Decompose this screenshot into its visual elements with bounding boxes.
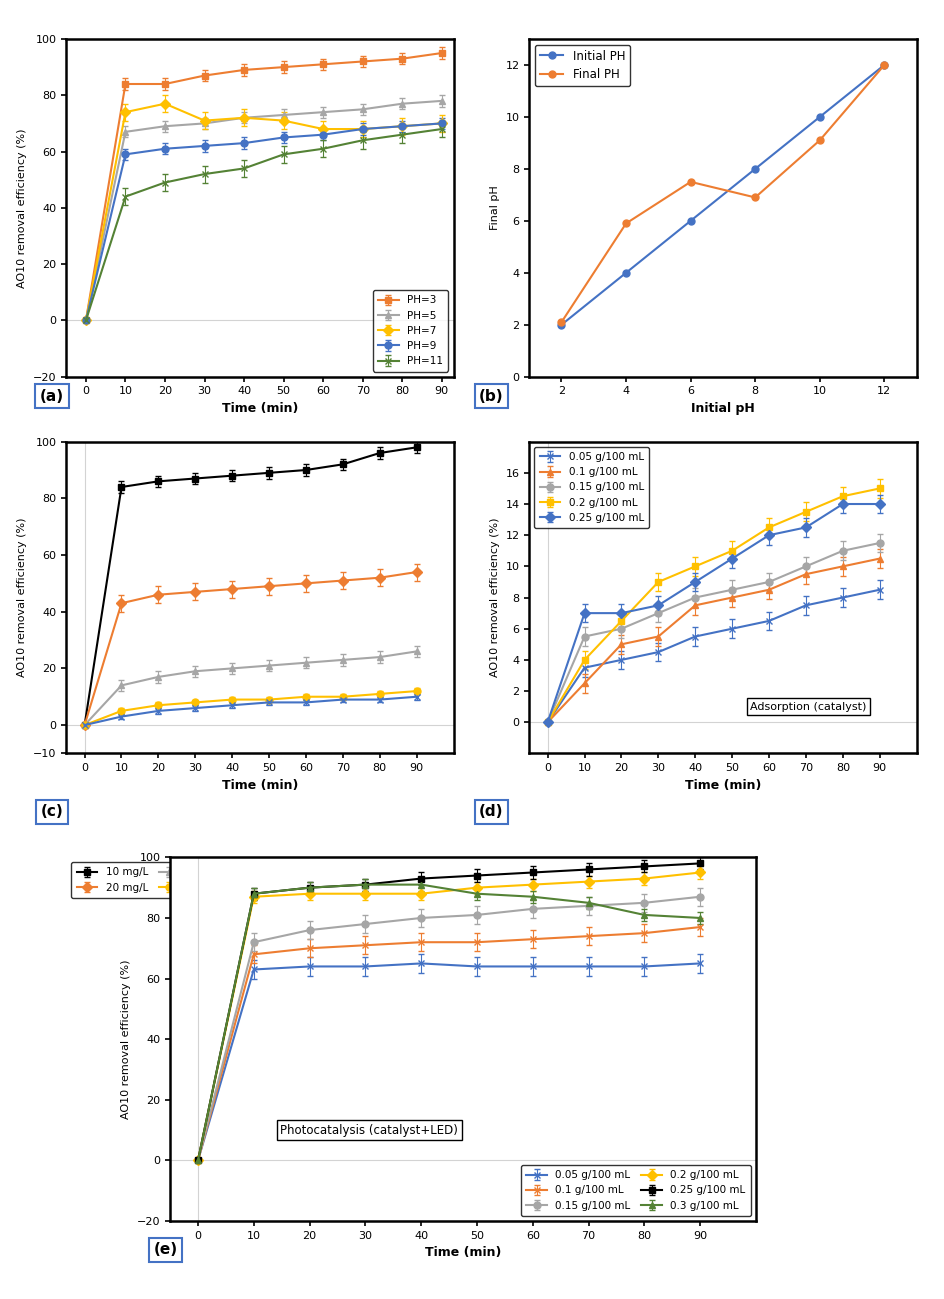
X-axis label: Time (min): Time (min) [222, 778, 297, 791]
Text: (b): (b) [479, 388, 503, 404]
Y-axis label: Final pH: Final pH [489, 186, 499, 230]
Text: (a): (a) [40, 388, 64, 404]
Text: (e): (e) [153, 1242, 177, 1257]
Text: Adsorption (catalyst): Adsorption (catalyst) [750, 701, 866, 712]
Y-axis label: AO10 removal efficiency (%): AO10 removal efficiency (%) [489, 518, 499, 677]
X-axis label: Time (min): Time (min) [425, 1246, 500, 1259]
Legend: 0.05 g/100 mL, 0.1 g/100 mL, 0.15 g/100 mL, 0.2 g/100 mL, 0.25 g/100 mL, 0.3 g/1: 0.05 g/100 mL, 0.1 g/100 mL, 0.15 g/100 … [520, 1165, 750, 1216]
Text: Photocatalysis (catalyst+LED): Photocatalysis (catalyst+LED) [280, 1124, 458, 1137]
X-axis label: Initial pH: Initial pH [690, 401, 754, 414]
Y-axis label: AO10 removal efficiency (%): AO10 removal efficiency (%) [121, 960, 131, 1118]
X-axis label: Time (min): Time (min) [222, 401, 297, 414]
Legend: 0.05 g/100 mL, 0.1 g/100 mL, 0.15 g/100 mL, 0.2 g/100 mL, 0.25 g/100 mL: 0.05 g/100 mL, 0.1 g/100 mL, 0.15 g/100 … [534, 447, 649, 529]
Y-axis label: AO10 removal efficiency (%): AO10 removal efficiency (%) [17, 129, 27, 287]
Y-axis label: AO10 removal efficiency (%): AO10 removal efficiency (%) [18, 518, 27, 677]
Text: (d): (d) [479, 804, 503, 820]
Text: (c): (c) [41, 804, 63, 820]
Legend: 10 mg/L, 20 mg/L, 30 mg/L, 40 mg/L, 50 mg/L: 10 mg/L, 20 mg/L, 30 mg/L, 40 mg/L, 50 m… [72, 863, 317, 898]
Legend: Initial PH, Final PH: Initial PH, Final PH [534, 45, 630, 86]
X-axis label: Time (min): Time (min) [684, 778, 760, 791]
Legend: PH=3, PH=5, PH=7, PH=9, PH=11: PH=3, PH=5, PH=7, PH=9, PH=11 [373, 290, 447, 372]
